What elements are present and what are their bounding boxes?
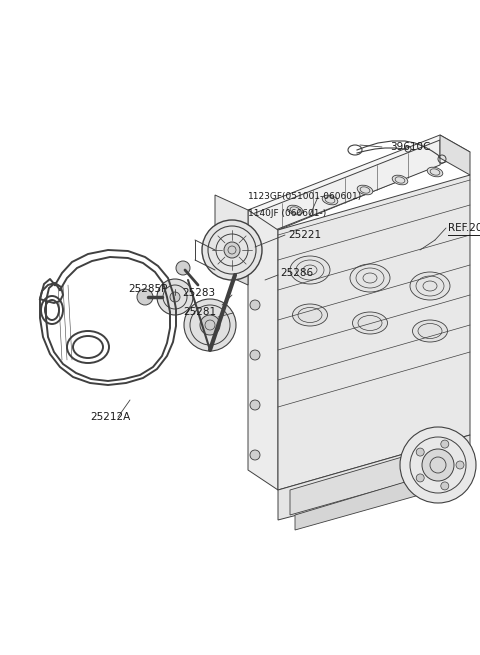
Text: 25212A: 25212A [90, 412, 130, 422]
Circle shape [250, 400, 260, 410]
Ellipse shape [322, 195, 338, 205]
Polygon shape [278, 175, 470, 490]
Polygon shape [290, 440, 460, 515]
Circle shape [456, 461, 464, 469]
Polygon shape [248, 210, 278, 490]
Text: 39610C: 39610C [390, 142, 431, 152]
Circle shape [416, 448, 424, 456]
Circle shape [400, 427, 476, 503]
Text: REF.20-216: REF.20-216 [448, 223, 480, 233]
Polygon shape [215, 195, 248, 265]
Ellipse shape [357, 185, 373, 195]
Text: 1123GF(051001-060601): 1123GF(051001-060601) [248, 193, 362, 202]
Polygon shape [248, 135, 470, 230]
Text: 25283: 25283 [182, 288, 215, 298]
Ellipse shape [350, 264, 390, 292]
Circle shape [137, 289, 153, 305]
Ellipse shape [352, 312, 387, 334]
Circle shape [184, 299, 236, 351]
Polygon shape [295, 467, 455, 530]
Text: 25285P: 25285P [128, 284, 168, 294]
Polygon shape [250, 140, 440, 240]
Ellipse shape [287, 205, 303, 215]
Ellipse shape [392, 175, 408, 185]
Text: 25286: 25286 [280, 268, 313, 278]
Circle shape [170, 292, 180, 302]
Circle shape [250, 250, 260, 260]
Polygon shape [440, 135, 470, 175]
Polygon shape [278, 435, 470, 520]
Circle shape [157, 279, 193, 315]
Circle shape [176, 261, 190, 275]
Circle shape [416, 474, 424, 482]
Ellipse shape [410, 272, 450, 300]
Circle shape [250, 300, 260, 310]
Ellipse shape [412, 320, 447, 342]
Circle shape [422, 449, 454, 481]
Circle shape [200, 315, 220, 335]
Text: 1140JF (060601-): 1140JF (060601-) [248, 208, 326, 217]
Ellipse shape [292, 304, 327, 326]
Ellipse shape [290, 256, 330, 284]
Circle shape [250, 350, 260, 360]
Text: 25281: 25281 [183, 307, 216, 317]
Circle shape [441, 440, 449, 448]
Text: 25221: 25221 [288, 230, 321, 240]
Circle shape [250, 450, 260, 460]
Circle shape [202, 220, 262, 280]
Ellipse shape [427, 167, 443, 177]
Polygon shape [215, 235, 248, 285]
Circle shape [224, 242, 240, 258]
Circle shape [441, 482, 449, 490]
